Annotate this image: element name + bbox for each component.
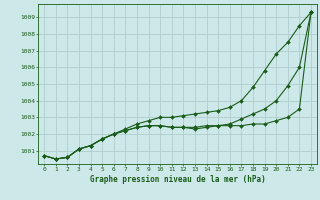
X-axis label: Graphe pression niveau de la mer (hPa): Graphe pression niveau de la mer (hPa) [90, 175, 266, 184]
